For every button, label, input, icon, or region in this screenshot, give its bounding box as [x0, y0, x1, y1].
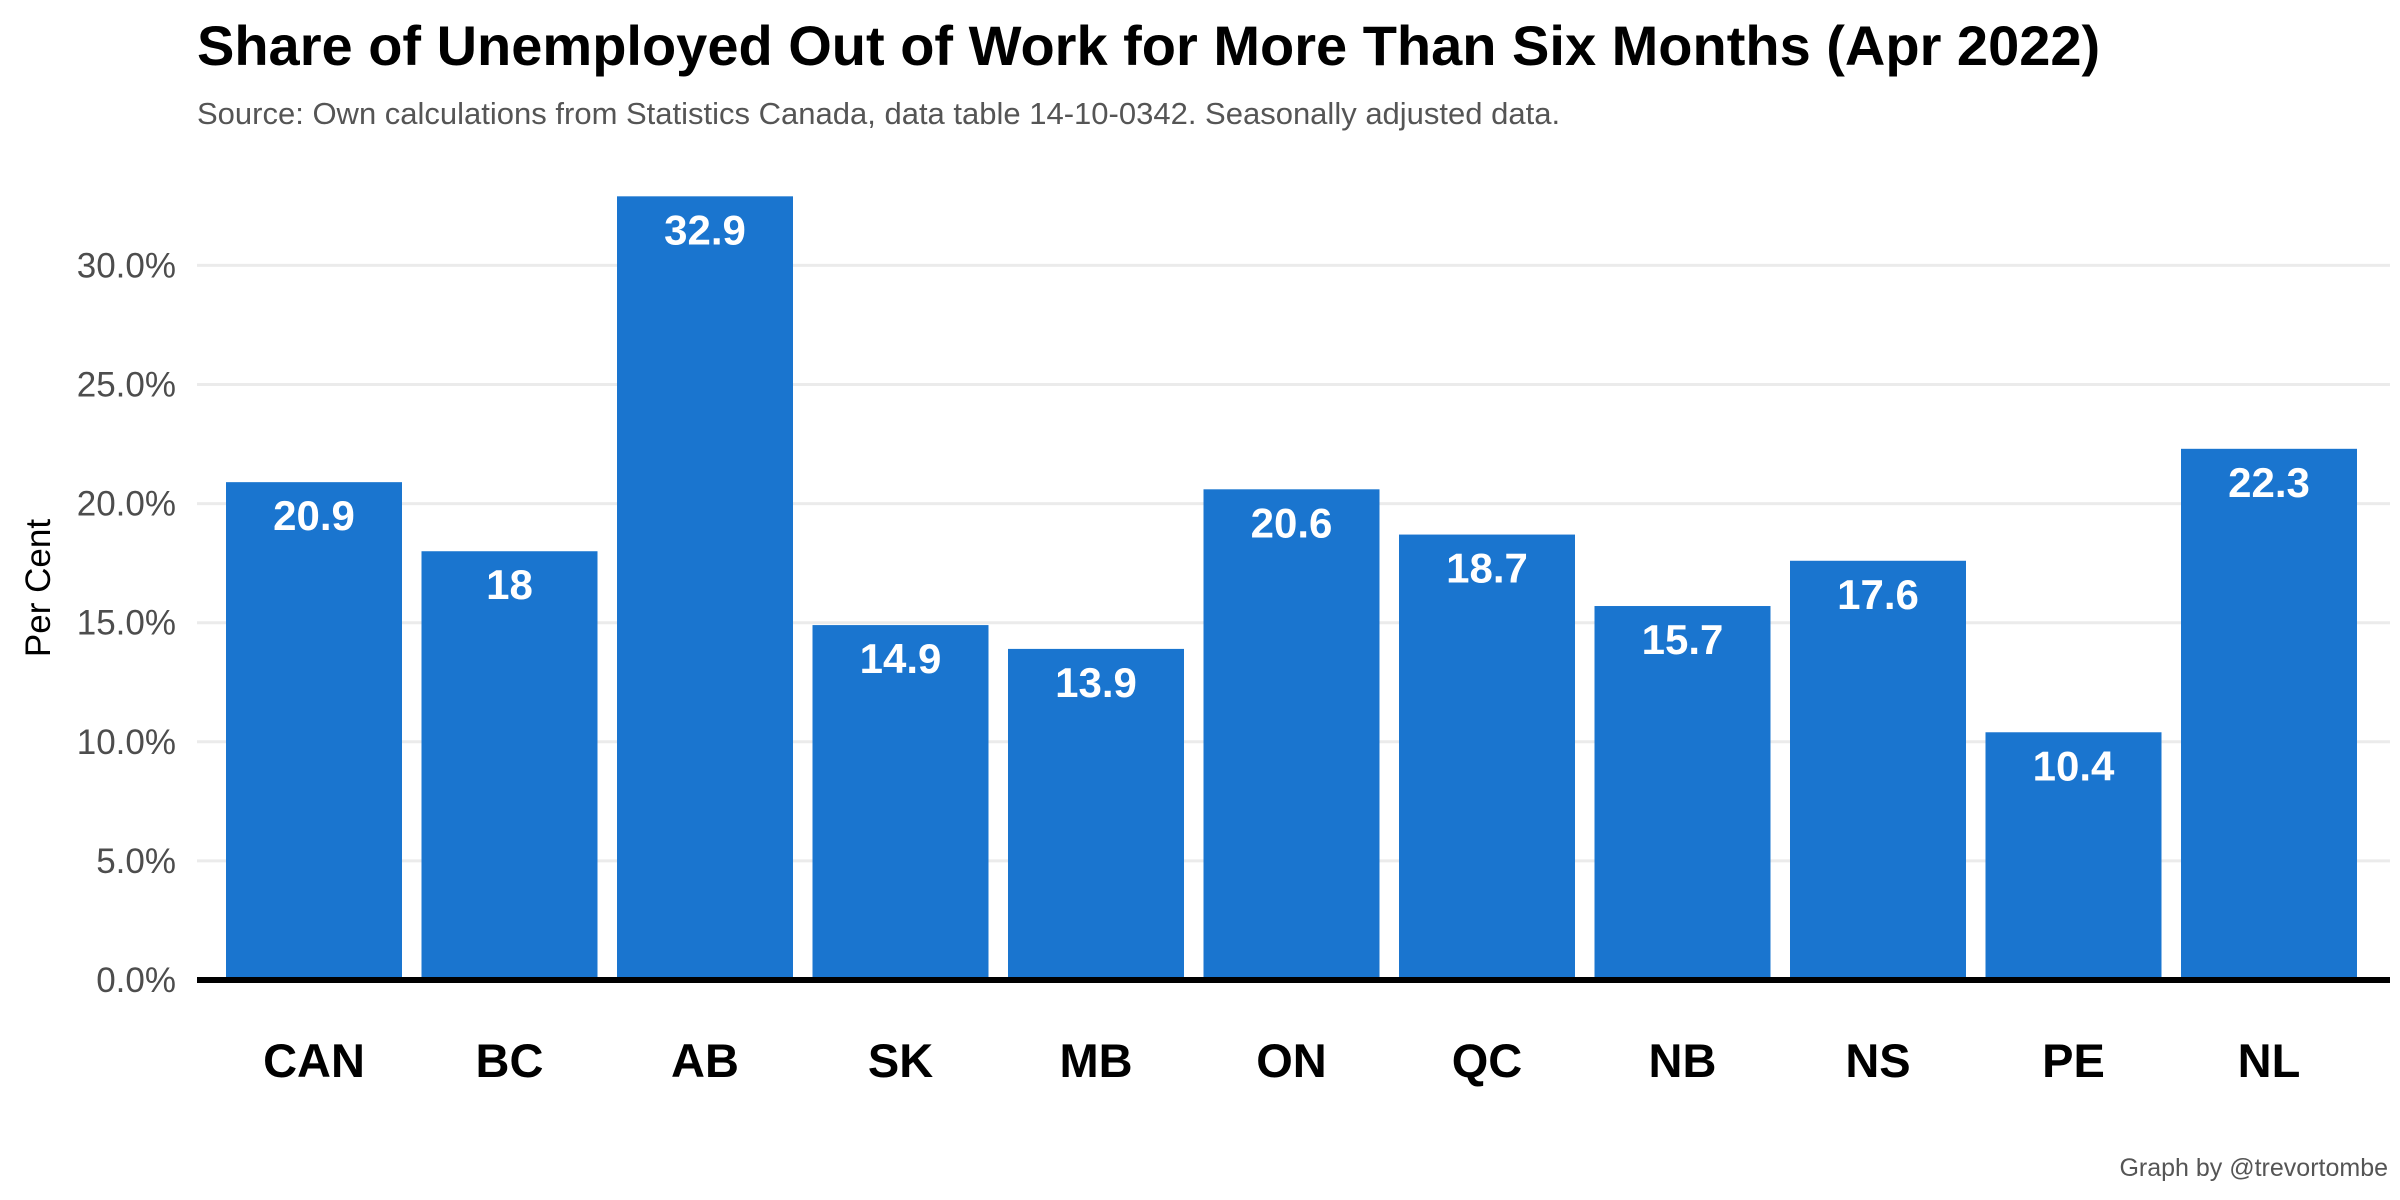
value-label-bc: 18: [486, 561, 533, 608]
y-tick-label: 15.0%: [77, 604, 176, 643]
value-label-sk: 14.9: [860, 635, 942, 682]
x-tick-label-pe: PE: [2042, 1034, 2105, 1087]
y-tick-label: 20.0%: [77, 485, 176, 524]
bar-qc: [1399, 534, 1575, 980]
y-tick-label: 5.0%: [96, 842, 176, 881]
bar-mb: [1008, 648, 1184, 980]
value-label-qc: 18.7: [1446, 545, 1528, 592]
x-axis-ticks: CAN BC AB SK MB ON QC NB NS PE NL: [263, 1034, 2300, 1087]
bar-bc: [421, 551, 598, 980]
x-tick-label-nb: NB: [1649, 1034, 1717, 1087]
bar-ab: [617, 196, 793, 980]
bar-nl: [2181, 448, 2357, 981]
bar-nb: [1594, 606, 1771, 980]
value-label-ab: 32.9: [664, 206, 746, 253]
x-tick-label-nl: NL: [2238, 1034, 2301, 1087]
x-tick-label-ns: NS: [1845, 1034, 1910, 1087]
value-labels: 20.9 18 32.9 14.9 13.9 20.6 18.7 15.7 17.6 10.4 22…: [273, 206, 2310, 789]
chart-subtitle: Source: Own calculations from Statistics…: [197, 96, 1561, 131]
x-tick-label-qc: QC: [1452, 1034, 1523, 1087]
y-axis-ticks: 0.0% 5.0% 10.0% 15.0% 20.0% 25.0% 30.0%: [77, 246, 176, 1000]
value-label-nl: 22.3: [2228, 459, 2310, 506]
bar-sk: [812, 625, 989, 980]
x-tick-label-bc: BC: [476, 1034, 544, 1087]
y-tick-label: 0.0%: [96, 961, 176, 1000]
value-label-ns: 17.6: [1837, 571, 1919, 618]
x-tick-label-on: ON: [1256, 1034, 1327, 1087]
x-tick-label-mb: MB: [1059, 1034, 1132, 1087]
y-tick-label: 25.0%: [77, 366, 176, 405]
value-label-can: 20.9: [273, 492, 355, 539]
y-axis-title: Per Cent: [19, 519, 58, 657]
y-tick-label: 10.0%: [77, 723, 176, 762]
bar-ns: [1790, 560, 1966, 980]
chart-caption: Graph by @trevortombe: [2119, 1154, 2388, 1182]
value-label-nb: 15.7: [1642, 616, 1724, 663]
value-label-mb: 13.9: [1055, 659, 1137, 706]
x-tick-label-can: CAN: [263, 1034, 365, 1087]
x-tick-label-sk: SK: [868, 1034, 933, 1087]
bars: [226, 196, 2357, 981]
x-tick-label-ab: AB: [671, 1034, 739, 1087]
bar-pe: [1985, 732, 2162, 980]
bar-on: [1203, 489, 1380, 980]
bar-can: [226, 482, 402, 980]
chart-title: Share of Unemployed Out of Work for More…: [197, 14, 2101, 77]
value-label-on: 20.6: [1251, 499, 1333, 546]
y-tick-label: 30.0%: [77, 246, 176, 285]
value-label-pe: 10.4: [2033, 742, 2115, 789]
